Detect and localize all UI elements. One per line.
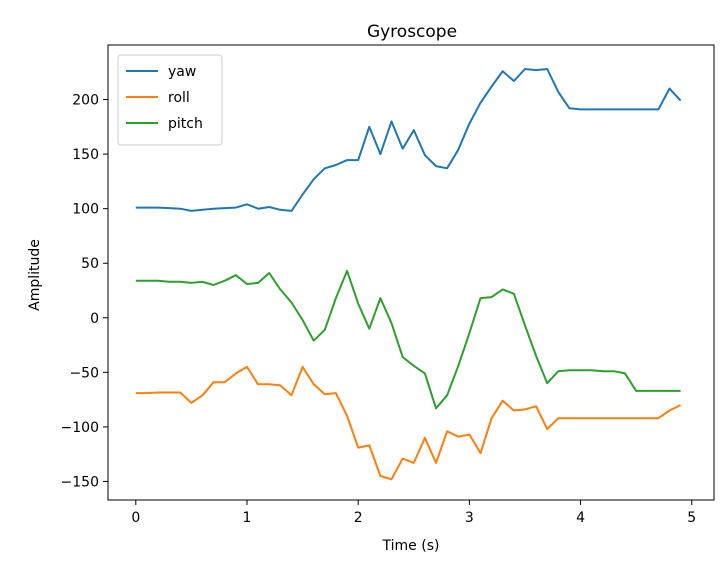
y-tick-label: 150: [72, 147, 99, 163]
x-tick-label: 5: [687, 510, 696, 526]
x-tick-label: 0: [131, 510, 140, 526]
legend-label-pitch: pitch: [168, 116, 203, 132]
series-line-yaw: [135, 68, 682, 212]
x-tick-label: 3: [465, 510, 474, 526]
series-line-roll: [135, 365, 682, 481]
legend: yaw roll pitch: [117, 54, 223, 146]
x-axis: 0 1 2 3 4 5: [131, 500, 696, 526]
y-tick-label: −50: [69, 365, 99, 381]
x-tick-label: 2: [354, 510, 363, 526]
y-tick-label: −150: [61, 474, 99, 490]
y-axis-label: Amplitude: [27, 239, 43, 311]
y-tick-label: 50: [81, 256, 99, 272]
y-tick-label: 100: [72, 202, 99, 218]
series-line-pitch: [135, 269, 681, 410]
legend-label-roll: roll: [168, 90, 190, 106]
y-axis: −150 −100 −50 0 50 100 150 200: [61, 93, 108, 490]
x-tick-label: 1: [243, 510, 252, 526]
legend-label-yaw: yaw: [168, 64, 196, 80]
chart-title: Gyroscope: [367, 22, 457, 42]
x-tick-label: 4: [576, 510, 585, 526]
plot-frame: [107, 44, 715, 501]
y-tick-label: 200: [72, 93, 99, 109]
x-axis-label: Time (s): [382, 538, 440, 554]
y-tick-label: −100: [61, 420, 99, 436]
y-tick-label: 0: [90, 311, 99, 327]
